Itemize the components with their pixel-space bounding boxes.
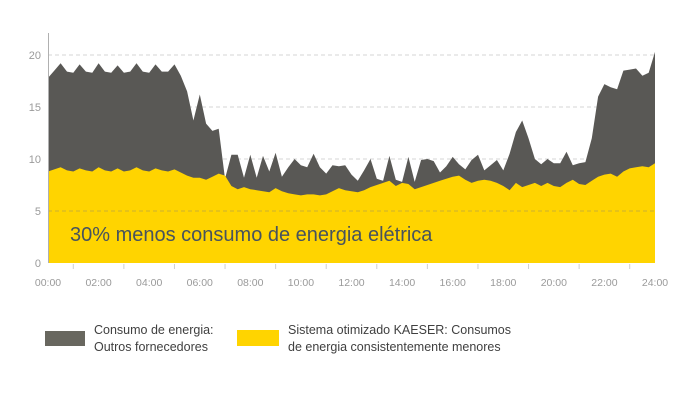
svg-text:0: 0 (35, 258, 41, 270)
svg-text:24:00: 24:00 (642, 277, 668, 289)
svg-text:02:00: 02:00 (85, 277, 111, 289)
svg-text:06:00: 06:00 (187, 277, 213, 289)
svg-text:12:00: 12:00 (338, 277, 364, 289)
svg-text:10:00: 10:00 (288, 277, 314, 289)
svg-text:04:00: 04:00 (136, 277, 162, 289)
svg-text:18:00: 18:00 (490, 277, 516, 289)
svg-text:08:00: 08:00 (237, 277, 263, 289)
y-axis-labels: 0 5 10 15 20 (29, 50, 41, 270)
svg-text:14:00: 14:00 (389, 277, 415, 289)
series-areas (48, 51, 655, 264)
svg-text:22:00: 22:00 (591, 277, 617, 289)
svg-text:20: 20 (29, 50, 41, 62)
svg-text:15: 15 (29, 102, 41, 114)
svg-text:00:00: 00:00 (35, 277, 61, 289)
svg-text:5: 5 (35, 206, 41, 218)
x-axis-labels: 00:00 02:00 04:00 06:00 08:00 10:00 12:00 14:00… (35, 277, 668, 289)
svg-text:16:00: 16:00 (440, 277, 466, 289)
svg-text:20:00: 20:00 (541, 277, 567, 289)
yellow-area (48, 163, 655, 263)
chart-annotation: 30% menos consumo de energia elétrica (70, 224, 433, 246)
x-tick-marks (72, 264, 631, 269)
svg-text:10: 10 (29, 154, 41, 166)
